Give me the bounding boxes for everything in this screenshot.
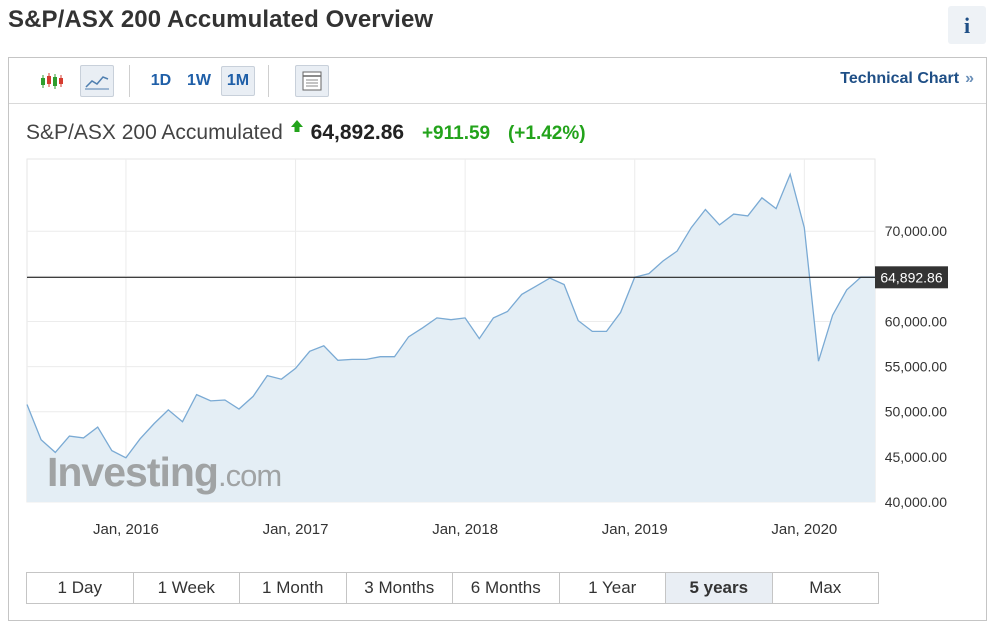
candlestick-icon[interactable] (35, 65, 69, 97)
watermark-brand: Investing (47, 449, 218, 495)
current-price-label: 64,892.86 (880, 269, 942, 285)
y-tick-label: 45,000.00 (885, 449, 947, 465)
current-price-tag: 64,892.86 (875, 266, 948, 289)
technical-chart-label: Technical Chart (840, 70, 960, 87)
toolbar-divider (268, 65, 269, 97)
range-1m-button[interactable]: 1M (221, 66, 255, 96)
line-chart-icon[interactable] (80, 65, 114, 97)
quote-header: S&P/ASX 200 Accumulated 64,892.86 +911.5… (26, 120, 586, 147)
period-1-year-button[interactable]: 1 Year (559, 573, 666, 603)
range-1d-button[interactable]: 1D (150, 72, 172, 89)
x-tick-label: Jan, 2020 (771, 521, 837, 538)
y-tick-label: 40,000.00 (885, 494, 947, 510)
y-tick-label: 70,000.00 (885, 223, 947, 239)
price-change-percent: (+1.42%) (507, 123, 586, 144)
x-tick-label: Jan, 2017 (263, 521, 329, 538)
x-tick-label: Jan, 2018 (432, 521, 498, 538)
period-max-button[interactable]: Max (772, 573, 878, 603)
x-tick-label: Jan, 2016 (93, 521, 159, 538)
y-tick-label: 50,000.00 (885, 404, 947, 420)
range-1w-button[interactable]: 1W (187, 72, 211, 89)
last-price: 64,892.86 (310, 121, 405, 144)
double-chevron-right-icon: » (965, 70, 974, 87)
price-tag-background (875, 266, 948, 289)
y-tick-label: 55,000.00 (885, 359, 947, 375)
period-1-month-button[interactable]: 1 Month (240, 573, 347, 603)
page-title: S&P/ASX 200 Accumulated Overview (8, 6, 434, 33)
x-tick-label: Jan, 2019 (602, 521, 668, 538)
period-1-week-button[interactable]: 1 Week (133, 573, 240, 603)
watermark-suffix: .com (218, 458, 281, 493)
period-selector: 1 Day 1 Week 1 Month 3 Months 6 Months 1… (26, 572, 879, 604)
instrument-name: S&P/ASX 200 Accumulated (26, 121, 283, 144)
price-change: +911.59 (421, 123, 491, 144)
technical-chart-link[interactable]: Technical Chart » (840, 70, 974, 88)
news-icon[interactable] (295, 65, 329, 97)
chart-widget: 1D 1W 1M Technical Chart » S&P/ASX 200 Ac… (8, 57, 987, 621)
period-5-years-button[interactable]: 5 years (666, 573, 773, 603)
investing-watermark: Investing.com (47, 449, 281, 495)
series-area (27, 174, 875, 503)
toolbar-divider (129, 65, 130, 97)
period-3-months-button[interactable]: 3 Months (346, 573, 453, 603)
y-tick-label: 60,000.00 (885, 313, 947, 329)
period-1-day-button[interactable]: 1 Day (27, 573, 134, 603)
period-6-months-button[interactable]: 6 Months (453, 573, 560, 603)
info-button[interactable]: i (948, 6, 986, 44)
up-arrow-icon (290, 120, 303, 132)
chart-toolbar: 1D 1W 1M Technical Chart » (9, 58, 986, 104)
price-chart: 40,000.00 45,000.00 50,000.00 55,000.00 60,0… (26, 158, 948, 538)
